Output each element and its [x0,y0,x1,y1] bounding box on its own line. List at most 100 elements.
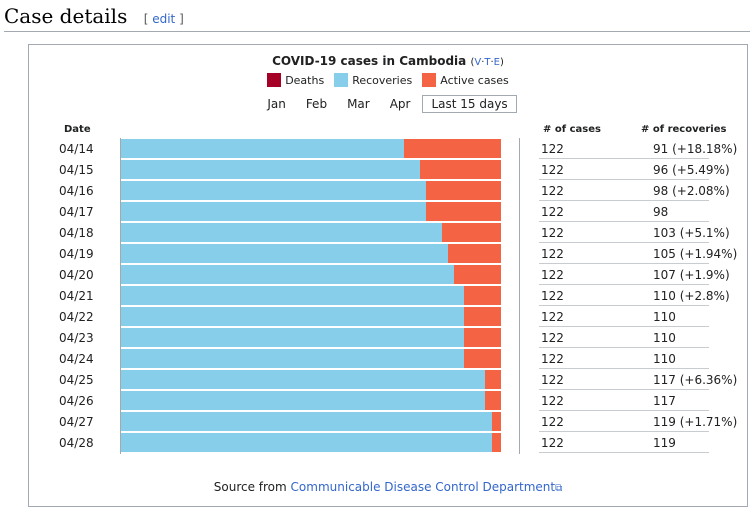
row-date: 04/26 [59,394,94,408]
stacked-bar[interactable] [121,328,501,347]
cases-column-header: # of cases [543,124,601,135]
row-divider [539,389,709,390]
talk-link[interactable]: T [484,57,491,68]
active-cases-segment [420,160,501,179]
active-cases-segment [464,286,501,305]
heading-rule [4,31,750,32]
period-tabs: Jan Feb Mar Apr Last 15 days [29,95,747,113]
stacked-bar[interactable] [121,391,501,410]
stacked-bar[interactable] [121,265,501,284]
tab-apr[interactable]: Apr [389,97,411,111]
row-date: 04/18 [59,226,94,240]
row-divider [539,263,709,264]
stacked-bar[interactable] [121,307,501,326]
recoveries-segment [121,433,492,452]
stacked-bar[interactable] [121,181,501,200]
row-date: 04/27 [59,415,94,429]
row-divider [539,284,709,285]
row-recoveries: 98 [653,205,669,219]
section-title: Case details [4,4,128,28]
legend-label: Active cases [440,74,509,87]
row-divider [539,221,709,222]
recoveries-segment [121,181,426,200]
table-row: 04/15 122 96 (+5.49%) [29,159,749,180]
row-date: 04/25 [59,373,94,387]
stacked-bar[interactable] [121,412,501,431]
table-row: 04/28 122 119 [29,432,749,453]
table-row: 04/21 122 110 (+2.8%) [29,285,749,306]
table-row: 04/17 122 98 [29,201,749,222]
row-cases: 122 [541,142,564,156]
table-row: 04/16 122 98 (+2.08%) [29,180,749,201]
table-row: 04/22 122 110 [29,306,749,327]
table-row: 04/25 122 117 (+6.36%) [29,369,749,390]
row-recoveries: 96 (+5.49%) [653,163,730,177]
row-divider [539,179,709,180]
chart-title: COVID-19 cases in Cambodia (V·T·E) [272,54,504,68]
legend-swatch [422,73,437,87]
row-divider [539,410,709,411]
source-link[interactable]: Communicable Disease Control Department [290,480,556,494]
stacked-bar[interactable] [121,139,501,158]
recoveries-column-header: # of recoveries [641,124,727,135]
recoveries-segment [121,202,426,221]
stacked-bar[interactable] [121,349,501,368]
active-cases-segment [464,307,501,326]
edit-template-link[interactable]: E [493,57,500,68]
table-row: 04/24 122 110 [29,348,749,369]
recoveries-segment [121,139,404,158]
row-date: 04/19 [59,247,94,261]
tab-feb[interactable]: Feb [305,97,328,111]
active-cases-segment [464,328,501,347]
stacked-bar[interactable] [121,223,501,242]
row-date: 04/22 [59,310,94,324]
stacked-bar[interactable] [121,433,501,452]
stacked-bar[interactable] [121,244,501,263]
legend-label: Recoveries [352,74,413,87]
stacked-bar[interactable] [121,286,501,305]
row-divider [539,200,709,201]
edit-link[interactable]: edit [152,12,176,26]
stacked-bar[interactable] [121,202,501,221]
row-recoveries: 98 (+2.08%) [653,184,730,198]
stacked-bar[interactable] [121,370,501,389]
legend-swatch [334,73,349,87]
row-date: 04/20 [59,268,94,282]
date-column-header: Date [64,124,91,135]
row-cases: 122 [541,247,564,261]
tab-jan[interactable]: Jan [267,97,286,111]
chart-panel: COVID-19 cases in Cambodia (V·T·E) Death… [28,44,748,507]
row-recoveries: 107 (+1.9%) [653,268,730,282]
stacked-bar[interactable] [121,160,501,179]
row-recoveries: 119 (+1.71%) [653,415,738,429]
row-recoveries: 110 [653,310,676,324]
row-cases: 122 [541,268,564,282]
edit-section: [ edit ] [143,12,184,26]
row-cases: 122 [541,226,564,240]
active-cases-segment [485,391,501,410]
row-divider [539,431,709,432]
tab-mar[interactable]: Mar [347,97,370,111]
recoveries-segment [121,160,420,179]
table-row: 04/18 122 103 (+5.1%) [29,222,749,243]
row-cases: 122 [541,394,564,408]
table-row: 04/19 122 105 (+1.94%) [29,243,749,264]
active-cases-segment [492,412,501,431]
row-recoveries: 110 [653,331,676,345]
row-cases: 122 [541,310,564,324]
row-cases: 122 [541,184,564,198]
active-cases-segment [426,181,501,200]
table-row: 04/23 122 110 [29,327,749,348]
row-recoveries: 105 (+1.94%) [653,247,738,261]
table-row: 04/27 122 119 (+1.71%) [29,411,749,432]
view-link[interactable]: V [474,57,482,68]
row-date: 04/23 [59,331,94,345]
row-divider [539,305,709,306]
tab-last-15-days[interactable]: Last 15 days [422,95,517,113]
vte-links: (V·T·E) [470,57,504,68]
recoveries-segment [121,307,464,326]
legend-label: Deaths [285,74,325,87]
active-cases-segment [442,223,501,242]
recoveries-segment [121,223,442,242]
active-cases-segment [492,433,501,452]
